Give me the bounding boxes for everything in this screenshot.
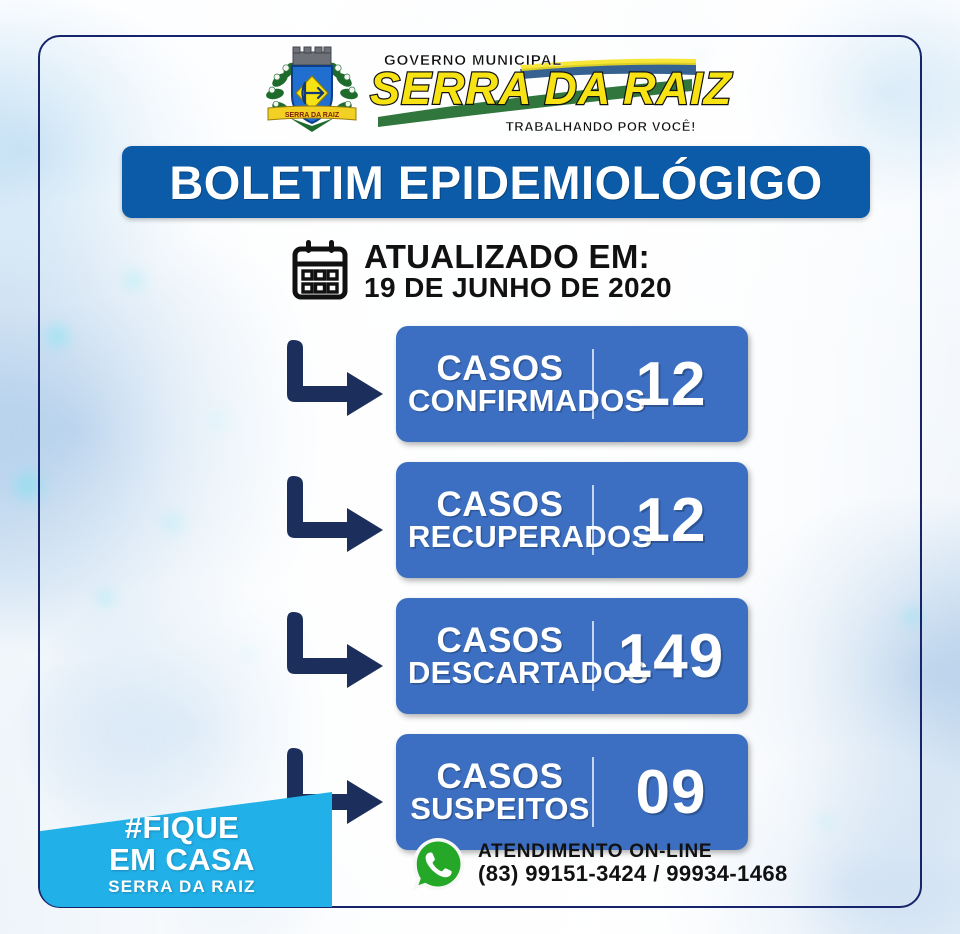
stat-label-line2: SUSPEITOS xyxy=(410,790,590,826)
elbow-arrow-right-icon xyxy=(287,340,383,416)
page-title: BOLETIM EPIDEMIOLÓGIGO xyxy=(169,155,823,209)
calendar-icon xyxy=(292,240,348,300)
stat-label-line1: CASOS xyxy=(436,756,564,796)
stat-label-line2: DESCARTADOS xyxy=(408,654,649,690)
stay-home-city: SERRA DA RAIZ xyxy=(108,876,256,896)
updated-on-row: ATUALIZADO EM: 19 DE JUNHO DE 2020 xyxy=(0,232,960,310)
coat-of-arms-icon: SERRA DA RAIZ xyxy=(266,46,358,132)
stay-home-line2: EM CASA xyxy=(109,842,255,878)
elbow-arrow-right-icon xyxy=(287,476,383,552)
stat-card: CASOS RECUPERADOS 12 xyxy=(396,462,748,578)
stat-label-line2: CONFIRMADOS xyxy=(408,382,646,418)
stat-value: 12 xyxy=(635,485,707,555)
government-line: GOVERNO MUNICIPAL xyxy=(384,52,563,69)
stat-label-line1: CASOS xyxy=(436,620,564,660)
stat-row-confirmados: CASOS CONFIRMADOS 12 xyxy=(0,326,960,452)
wordmark-swoosh-icon xyxy=(378,58,696,127)
contact-title: ATENDIMENTO ON-LINE xyxy=(478,840,713,862)
stat-label: CASOS DESCARTADOS xyxy=(396,620,649,690)
city-wordmark: GOVERNO MUNICIPAL SERRA DA RAIZ TRABALHA… xyxy=(369,51,733,135)
stat-row-recuperados: CASOS RECUPERADOS 12 xyxy=(0,462,960,588)
updated-label: ATUALIZADO EM: xyxy=(364,237,650,275)
stay-home-line1: #FIQUE xyxy=(124,810,240,846)
stat-label-line1: CASOS xyxy=(436,484,564,524)
stat-divider xyxy=(592,349,594,419)
stat-label: CASOS CONFIRMADOS xyxy=(396,348,646,418)
city-name: SERRA DA RAIZ xyxy=(369,63,733,114)
stat-label: CASOS RECUPERADOS xyxy=(396,484,653,554)
statistics-list: CASOS CONFIRMADOS 12 CASOS RECUPERADOS 1… xyxy=(0,326,960,870)
stat-card: CASOS SUSPEITOS 09 xyxy=(396,734,748,850)
stat-row-suspeitos: CASOS SUSPEITOS 09 xyxy=(0,734,960,860)
stat-label-line1: CASOS xyxy=(436,348,564,388)
stat-card: CASOS CONFIRMADOS 12 xyxy=(396,326,748,442)
stat-divider xyxy=(592,621,594,691)
stat-label-line2: RECUPERADOS xyxy=(408,518,653,554)
updated-date: 19 DE JUNHO DE 2020 xyxy=(364,271,672,303)
contact-block: ATENDIMENTO ON-LINE (83) 99151-3424 / 99… xyxy=(410,836,788,892)
municipal-logo: SERRA DA RAIZ GOVERNO MUNICIPAL SERRA DA… xyxy=(0,44,960,142)
stat-value: 149 xyxy=(617,621,725,691)
contact-phones: (83) 99151-3424 / 99934-1468 xyxy=(478,861,788,887)
stat-divider xyxy=(592,485,594,555)
stat-value: 12 xyxy=(635,349,707,419)
stat-label: CASOS SUSPEITOS xyxy=(396,756,592,826)
stat-card: CASOS DESCARTADOS 149 xyxy=(396,598,748,714)
whatsapp-icon[interactable] xyxy=(410,836,466,892)
stat-row-descartados: CASOS DESCARTADOS 149 xyxy=(0,598,960,724)
coat-of-arms-ribbon-text: SERRA DA RAIZ xyxy=(285,112,340,119)
stat-divider xyxy=(592,757,594,827)
stat-value: 09 xyxy=(635,757,707,827)
title-banner: BOLETIM EPIDEMIOLÓGIGO xyxy=(122,146,870,218)
elbow-arrow-right-icon xyxy=(287,612,383,688)
city-slogan: TRABALHANDO POR VOCÊ! xyxy=(505,119,696,134)
